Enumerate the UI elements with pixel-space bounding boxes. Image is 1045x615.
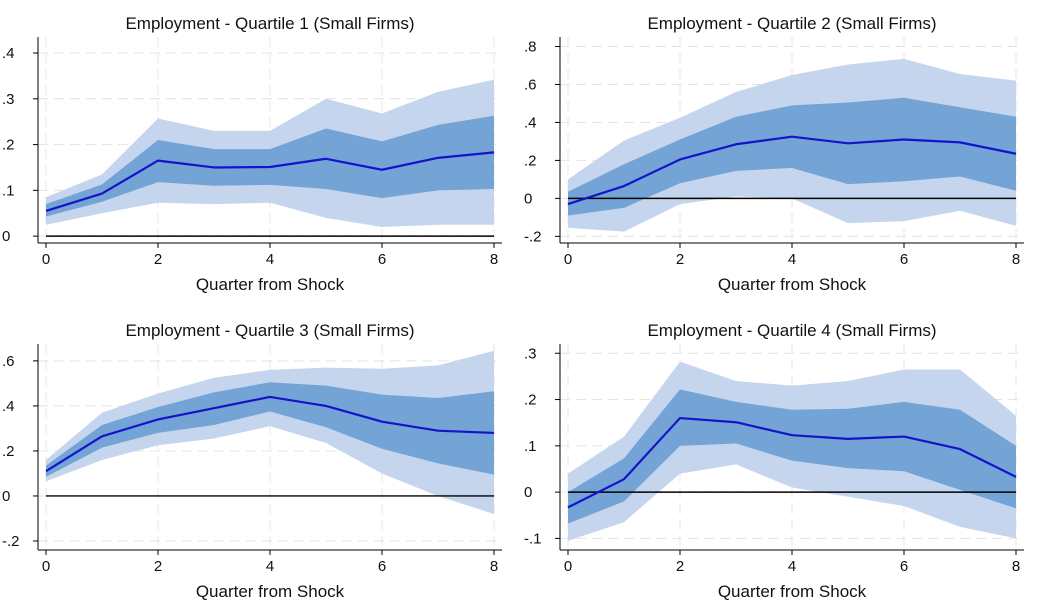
x-tick-label: 8 — [1012, 558, 1020, 575]
chart-svg-quartile-1: Employment - Quartile 1 (Small Firms) 0 .1… — [2, 14, 502, 294]
y-tick-label: 0 — [524, 190, 532, 207]
chart-panel-quartile-2: Employment - Quartile 2 (Small Firms) -.2… — [522, 0, 1044, 307]
x-tick-label: 8 — [1012, 251, 1020, 268]
chart-svg-quartile-4: Employment - Quartile 4 (Small Firms) -.1… — [524, 321, 1024, 601]
x-tick-label: 2 — [676, 251, 684, 268]
y-tick-label: .2 — [524, 152, 537, 169]
x-tick-label: 0 — [42, 558, 50, 575]
y-tick-label: .2 — [2, 443, 15, 460]
chart-svg-quartile-2: Employment - Quartile 2 (Small Firms) -.2… — [524, 14, 1024, 294]
chart-panel-quartile-1: Employment - Quartile 1 (Small Firms) 0 .1… — [0, 0, 522, 307]
y-tick-label: -.2 — [524, 228, 542, 245]
x-tick-label: 6 — [900, 251, 908, 268]
x-tick-label: 8 — [490, 251, 498, 268]
x-tick-label: 4 — [266, 251, 274, 268]
y-tick-label: .2 — [524, 392, 537, 409]
confidence-band-inner — [568, 389, 1016, 524]
x-tick-label: 2 — [154, 251, 162, 268]
x-tick-label: 6 — [378, 251, 386, 268]
estimate-line — [45, 151, 495, 213]
estimate-line — [567, 135, 1017, 206]
y-tick-label: .3 — [524, 345, 537, 362]
y-tick-label: 0 — [2, 228, 10, 245]
y-tick-label: .1 — [2, 182, 15, 199]
y-tick-label: .3 — [2, 91, 15, 108]
x-tick-label: 4 — [788, 558, 796, 575]
y-tick-label: .6 — [2, 353, 15, 370]
y-tick-label: .2 — [2, 137, 15, 154]
y-tick-label: .8 — [524, 38, 537, 55]
x-axis-label: Quarter from Shock — [196, 275, 345, 294]
y-tick-label: .4 — [2, 398, 15, 415]
x-axis-label: Quarter from Shock — [718, 275, 867, 294]
y-tick-label: 0 — [2, 488, 10, 505]
x-tick-label: 0 — [564, 558, 572, 575]
x-tick-label: 2 — [154, 558, 162, 575]
chart-title: Employment - Quartile 4 (Small Firms) — [647, 321, 936, 340]
x-tick-label: 8 — [490, 558, 498, 575]
y-tick-label: .4 — [2, 45, 15, 62]
x-tick-label: 4 — [266, 558, 274, 575]
chart-title: Employment - Quartile 1 (Small Firms) — [125, 14, 414, 33]
chart-svg-quartile-3: Employment - Quartile 3 (Small Firms) -.2… — [2, 321, 502, 601]
estimate-line — [45, 395, 495, 473]
y-tick-label: .1 — [524, 438, 537, 455]
chart-panel-quartile-3: Employment - Quartile 3 (Small Firms) -.2… — [0, 307, 522, 614]
x-tick-label: 6 — [900, 558, 908, 575]
estimate-line — [567, 416, 1017, 509]
y-tick-label: .4 — [524, 114, 537, 131]
confidence-band-outer — [46, 350, 494, 514]
chart-panel-quartile-4: Employment - Quartile 4 (Small Firms) -.1… — [522, 307, 1044, 614]
confidence-band-inner — [46, 382, 494, 477]
x-tick-label: 4 — [788, 251, 796, 268]
x-tick-label: 6 — [378, 558, 386, 575]
x-tick-label: 2 — [676, 558, 684, 575]
y-tick-label: 0 — [524, 484, 532, 501]
x-tick-label: 0 — [42, 251, 50, 268]
y-tick-label: .6 — [524, 76, 537, 93]
chart-title: Employment - Quartile 2 (Small Firms) — [647, 14, 936, 33]
confidence-band-inner — [568, 97, 1016, 216]
y-tick-label: -.1 — [524, 530, 542, 547]
x-axis-label: Quarter from Shock — [718, 582, 867, 601]
x-tick-label: 0 — [564, 251, 572, 268]
x-axis-label: Quarter from Shock — [196, 582, 345, 601]
chart-title: Employment - Quartile 3 (Small Firms) — [125, 321, 414, 340]
y-tick-label: -.2 — [2, 533, 20, 550]
